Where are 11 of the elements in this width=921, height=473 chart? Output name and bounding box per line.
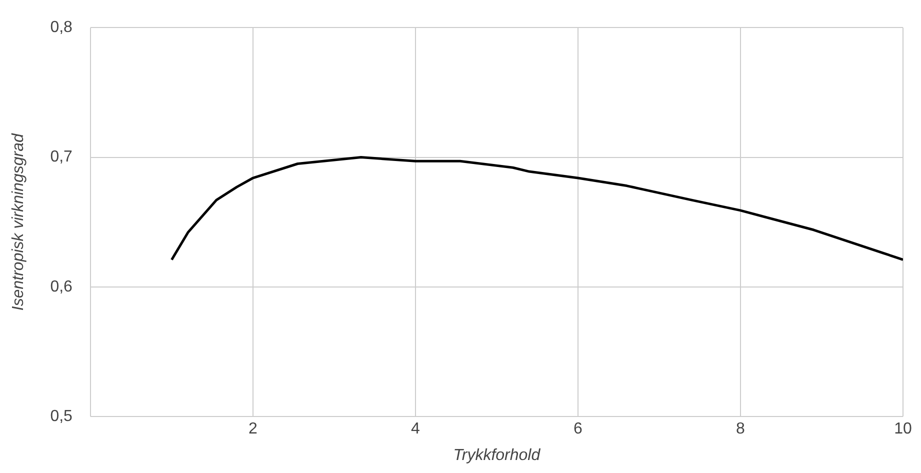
y-axis-title: Isentropisk virkningsgrad: [10, 132, 28, 311]
x-axis-title: Trykkforhold: [453, 446, 542, 464]
y-tick-label: 0,7: [50, 148, 73, 166]
x-tick-label: 4: [411, 420, 420, 438]
y-tick-label: 0,8: [50, 19, 73, 36]
y-tick-label: 0,6: [50, 278, 73, 296]
x-tick-label: 2: [248, 420, 258, 438]
x-tick-label: 10: [894, 420, 912, 438]
x-tick-label: 8: [736, 420, 746, 438]
y-tick-label: 0,5: [50, 408, 73, 426]
x-tick-label: 6: [574, 420, 583, 438]
